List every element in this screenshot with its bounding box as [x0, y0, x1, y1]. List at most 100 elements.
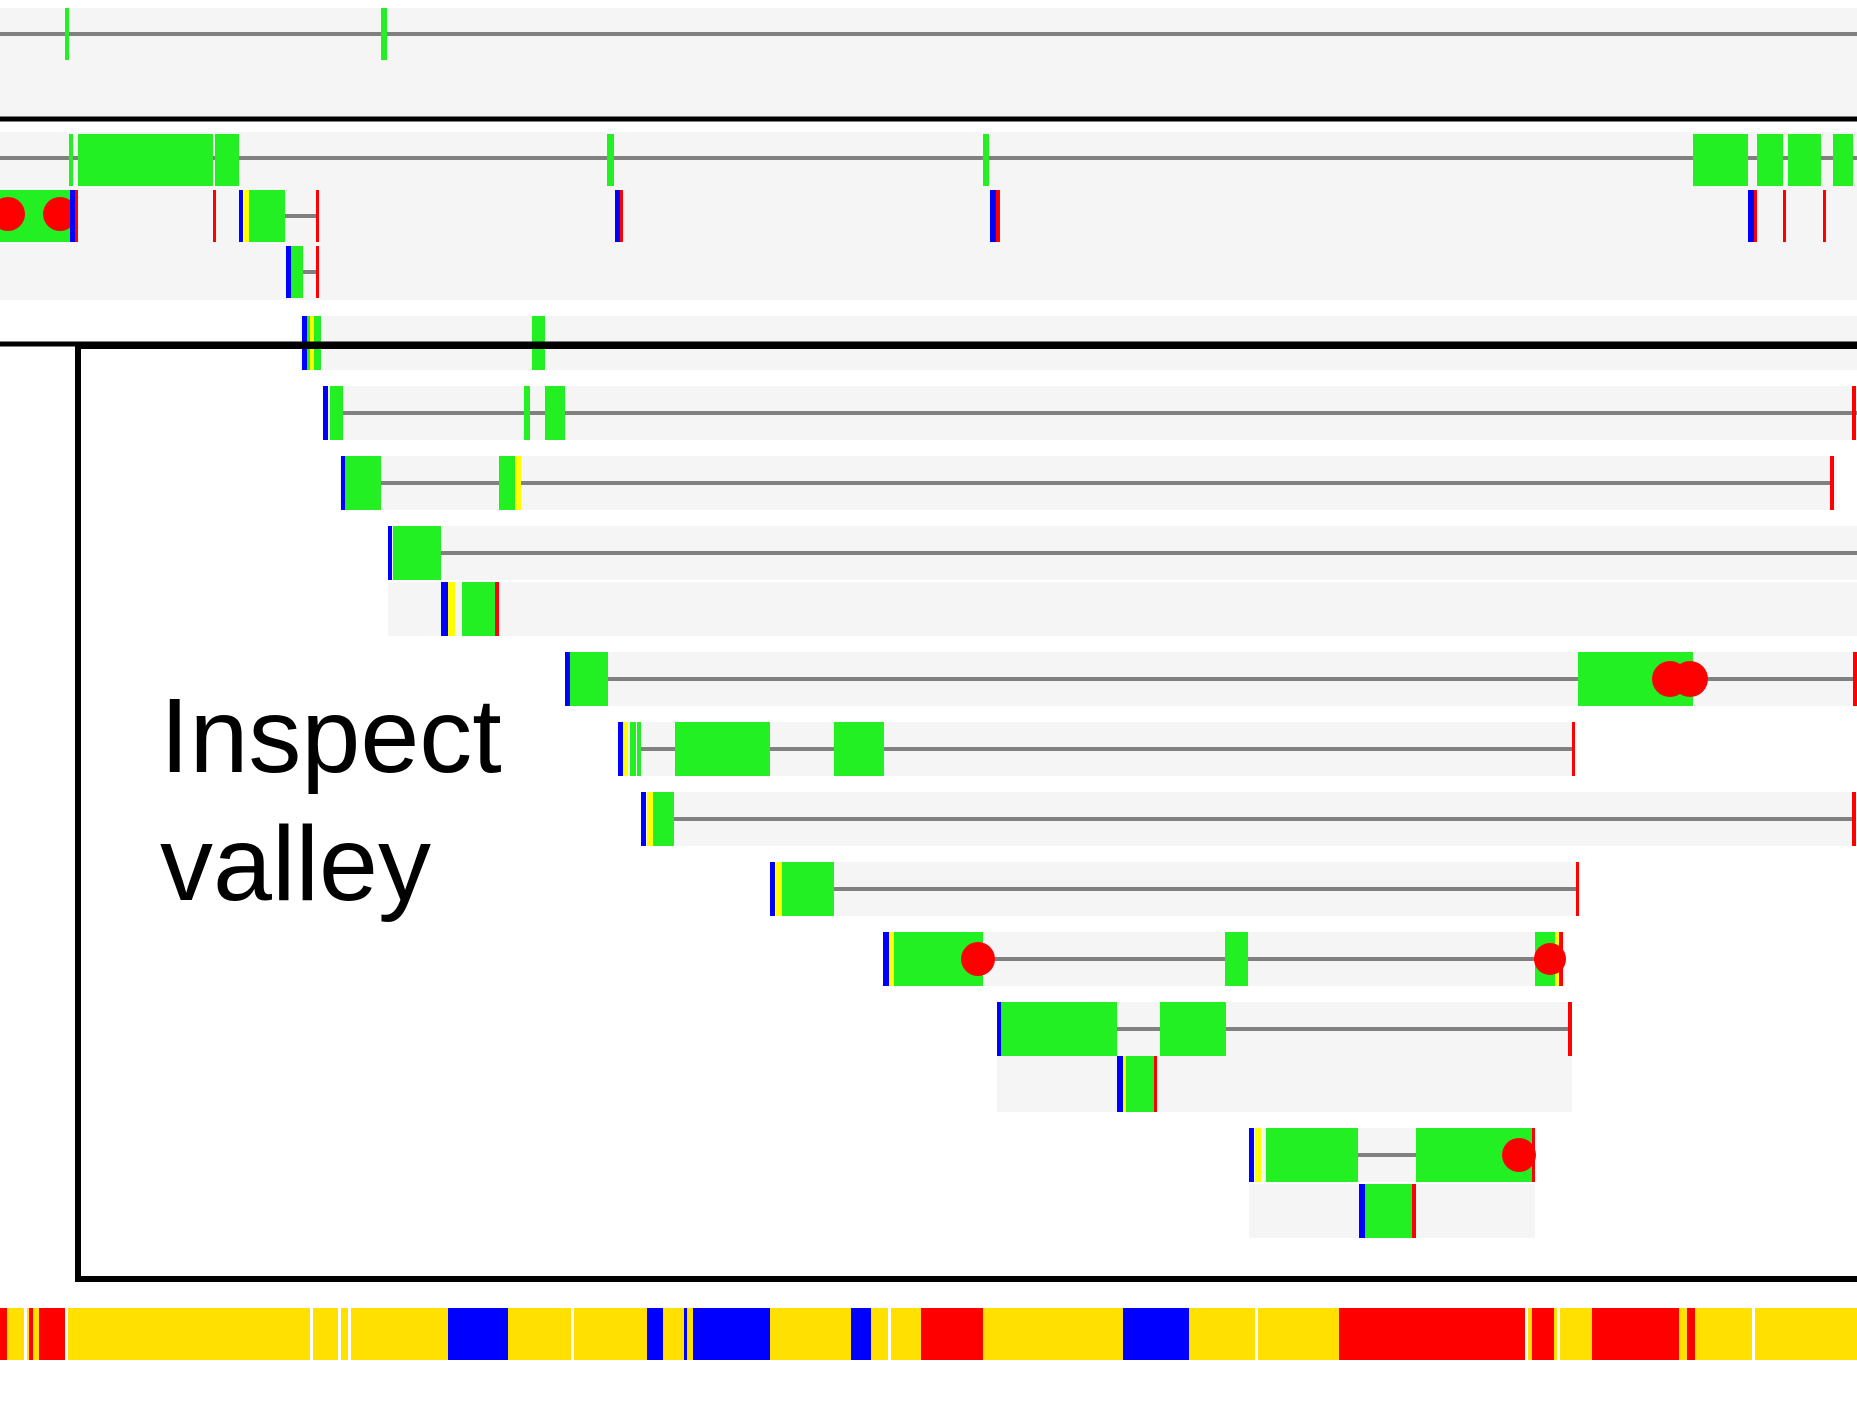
start-codon-mark: [341, 456, 345, 510]
summary-segment: [1532, 1308, 1554, 1360]
gene-models-upper-track: [0, 132, 1857, 300]
summary-segment: [1687, 1308, 1695, 1360]
exon-block: [462, 582, 496, 636]
stop-codon-mark: [1852, 792, 1856, 846]
stop-codon-dot: [1502, 1138, 1536, 1172]
marker-band: [647, 792, 653, 846]
stop-codon-mark: [1754, 190, 1757, 242]
stop-codon-mark: [1568, 1002, 1572, 1056]
exon-block: [788, 862, 834, 916]
start-codon-mark: [615, 190, 620, 242]
exon-block: [1225, 932, 1248, 986]
marker-band: [889, 932, 894, 986]
reference-gene-track: [0, 8, 1857, 118]
start-codon-mark: [1359, 1184, 1365, 1238]
exon-mark: [782, 862, 788, 916]
marker-band: [515, 456, 521, 510]
exon-block: [1833, 134, 1853, 186]
exon-block: [1365, 1184, 1413, 1238]
stop-codon-mark: [1576, 862, 1579, 916]
marker-band: [1123, 1056, 1126, 1112]
stop-codon-mark: [1154, 1056, 1157, 1112]
stop-codon-mark: [1572, 722, 1575, 776]
summary-separator: [1255, 1308, 1258, 1360]
exon-block: [1788, 134, 1821, 186]
start-codon-mark: [990, 190, 996, 242]
stop-codon-mark: [1823, 190, 1826, 242]
start-codon-mark: [641, 792, 646, 846]
stop-codon-mark: [316, 246, 319, 298]
exon-mark: [630, 722, 636, 776]
summary-separator: [571, 1308, 574, 1360]
summary-separator: [348, 1308, 351, 1360]
stop-codon-mark: [1412, 1184, 1416, 1238]
annotation-label-line2: valley: [160, 805, 431, 923]
exon-block: [1693, 134, 1748, 186]
start-codon-mark: [388, 526, 392, 580]
exon-block: [345, 456, 381, 510]
start-codon-mark: [239, 190, 243, 242]
start-codon-mark: [770, 862, 775, 916]
exon-block: [78, 134, 213, 186]
summary-separator: [24, 1308, 27, 1360]
start-codon-mark: [323, 386, 328, 440]
summary-separator: [1525, 1308, 1528, 1360]
start-codon-mark: [441, 582, 448, 636]
stop-codon-mark: [1783, 190, 1786, 242]
exon-block: [330, 386, 343, 440]
summary-segment: [1592, 1308, 1679, 1360]
exon-block: [1757, 134, 1783, 186]
start-codon-mark: [997, 1002, 1001, 1056]
stop-codon-dot: [1672, 661, 1708, 697]
summary-segment: [921, 1308, 983, 1360]
stop-codon-mark: [1853, 652, 1857, 706]
start-codon-mark: [286, 246, 291, 298]
stop-codon-mark: [316, 190, 319, 242]
valley-highlight-frame: [75, 343, 1857, 1282]
exon-block: [1124, 1056, 1154, 1112]
stop-codon-mark: [75, 190, 78, 242]
exon-block: [545, 386, 565, 440]
start-codon-mark: [1117, 1056, 1123, 1112]
summary-segment: [693, 1308, 770, 1360]
stop-codon-dot: [0, 197, 25, 231]
exon-block: [1266, 1128, 1358, 1182]
start-codon-mark: [70, 190, 75, 242]
summary-separator: [888, 1308, 891, 1360]
row-background: [0, 8, 1857, 118]
summary-separator: [338, 1308, 341, 1360]
summary-separator: [1752, 1308, 1755, 1360]
row-background: [997, 1056, 1572, 1112]
exon-block: [983, 134, 989, 186]
summary-segment: [1123, 1308, 1189, 1360]
exon-block: [69, 134, 73, 186]
stop-codon-mark: [1830, 456, 1834, 510]
exon-block: [675, 722, 770, 776]
summary-separator: [65, 1308, 68, 1360]
exon-block: [660, 792, 674, 846]
stop-codon-mark: [620, 190, 623, 242]
summary-segment: [448, 1308, 508, 1360]
row-background: [388, 582, 1857, 636]
stop-codon-dot: [1534, 943, 1566, 975]
exon-block: [249, 190, 285, 242]
start-codon-mark: [1748, 190, 1754, 242]
summary-segment: [684, 1308, 687, 1360]
summary-segment: [851, 1308, 871, 1360]
exon-mark: [65, 8, 69, 60]
stop-codon-dot: [961, 942, 995, 976]
summary-segment: [29, 1308, 33, 1360]
annotation-label-line1: Inspect: [160, 677, 502, 795]
marker-band: [448, 582, 455, 636]
summary-separator: [1557, 1308, 1560, 1360]
marker-band: [244, 190, 249, 242]
stop-codon-mark: [213, 190, 216, 242]
exon-block: [568, 652, 608, 706]
exon-block: [215, 134, 239, 186]
exon-mark: [381, 8, 387, 60]
summary-segment: [39, 1308, 65, 1360]
exon-block: [499, 456, 518, 510]
stop-codon-dot: [43, 197, 77, 231]
stop-codon-mark: [1852, 386, 1856, 440]
